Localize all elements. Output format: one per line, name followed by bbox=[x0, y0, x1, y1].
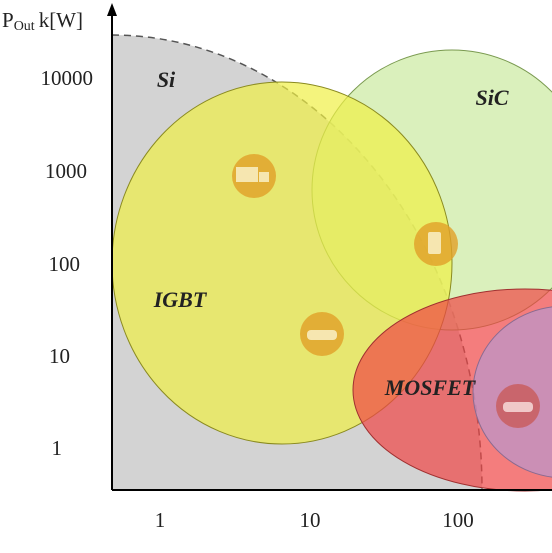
y-tick-label: 1000 bbox=[45, 159, 87, 183]
x-tick-label: 10 bbox=[300, 508, 321, 532]
y-axis-arrow bbox=[107, 3, 117, 16]
region-label: Si bbox=[157, 67, 176, 92]
subscript: Out bbox=[14, 19, 35, 34]
unit: k[W] bbox=[39, 8, 83, 32]
x-tick-label: 1 bbox=[155, 508, 166, 532]
symbol: P bbox=[2, 8, 14, 32]
icon-glyphs bbox=[236, 167, 533, 412]
y-tick-label: 100 bbox=[49, 252, 81, 276]
glyph bbox=[428, 232, 441, 254]
x-tick-label: 100 bbox=[442, 508, 474, 532]
y-tick-label: 1 bbox=[52, 436, 63, 460]
glyph bbox=[259, 172, 269, 182]
region-label: IGBT bbox=[153, 287, 208, 312]
region-label: SiC bbox=[475, 85, 508, 110]
glyph bbox=[503, 402, 533, 412]
y-tick-label: 10000 bbox=[41, 66, 94, 90]
glyph bbox=[307, 330, 337, 340]
region-label: MOSFET bbox=[384, 375, 477, 400]
y-axis-label: POut k[W] bbox=[2, 8, 83, 34]
y-tick-label: 10 bbox=[49, 344, 70, 368]
glyph bbox=[236, 167, 258, 182]
